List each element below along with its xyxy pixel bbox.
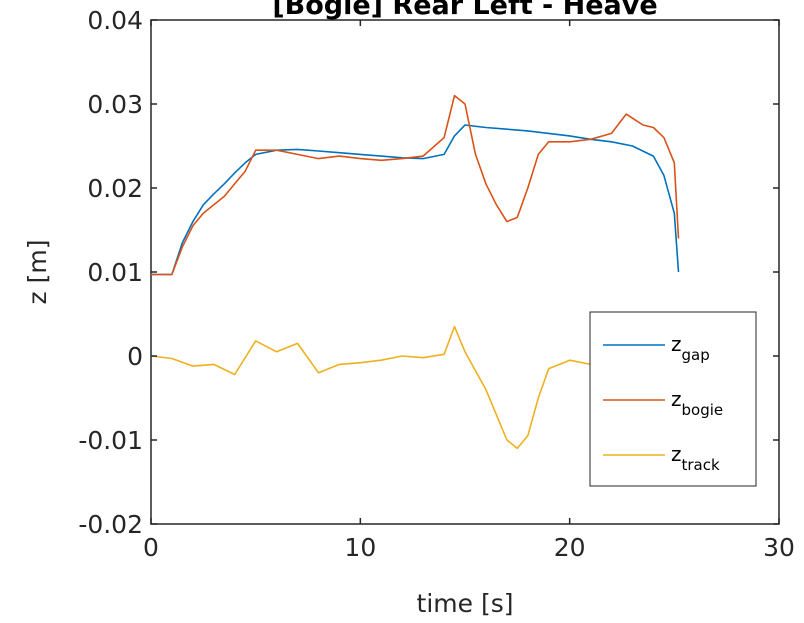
legend-label-track: ztrack xyxy=(671,442,720,474)
x-axis-label: time [s] xyxy=(417,589,514,618)
plot-area xyxy=(150,19,780,525)
y-tick-label: 0.02 xyxy=(87,174,143,203)
y-tick-label: 0.04 xyxy=(87,6,143,35)
chart-title: [Bogie] Rear Left - Heave xyxy=(272,0,657,21)
x-tick-label: 10 xyxy=(344,533,376,562)
series-group xyxy=(150,94,680,450)
y-tick-label: 0 xyxy=(127,342,143,371)
legend-entry-gap: zgap xyxy=(603,332,710,364)
series-line-track xyxy=(150,325,602,450)
legend-label-bogie: zbogie xyxy=(671,387,723,419)
series-line-bogie xyxy=(151,94,680,276)
legend-label-gap: zgap xyxy=(671,332,710,364)
legend-box xyxy=(589,311,757,487)
y-axis-label: z [m] xyxy=(23,240,52,305)
y-tick-label: 0.01 xyxy=(87,258,143,287)
ticks-group: 0 10 20 30 -0.02 -0.01 0 0.01 0.02 0.03 0.04 xyxy=(78,6,795,562)
x-tick-label: 30 xyxy=(763,533,795,562)
y-tick-label: -0.02 xyxy=(78,510,143,539)
y-tick-label: 0.03 xyxy=(87,90,143,119)
legend-entry-bogie: zbogie xyxy=(603,387,723,419)
legend-entry-track: ztrack xyxy=(603,442,720,474)
y-tick-label: -0.01 xyxy=(78,426,143,455)
legend: zgap zbogie ztrack xyxy=(589,311,757,487)
x-tick-label: 0 xyxy=(143,533,159,562)
x-tick-label: 20 xyxy=(554,533,586,562)
